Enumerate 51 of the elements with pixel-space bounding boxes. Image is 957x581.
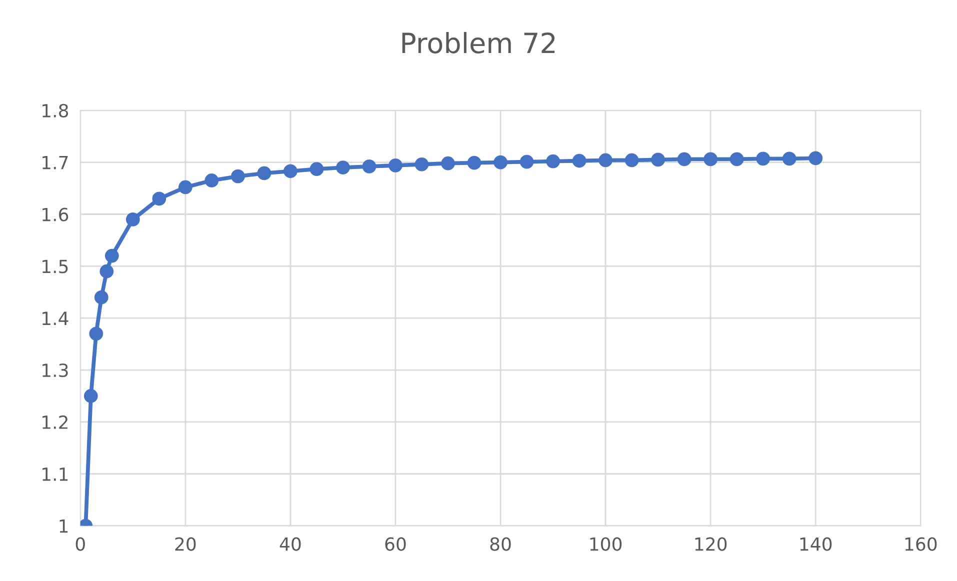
point xyxy=(89,326,104,341)
y-tick-label: 1.1 xyxy=(42,468,68,481)
point xyxy=(204,174,219,188)
x-tick-label: 160 xyxy=(905,537,937,551)
point xyxy=(520,154,534,169)
point xyxy=(704,152,718,166)
point xyxy=(782,152,796,166)
x-tick-label: 60 xyxy=(385,537,406,551)
point xyxy=(441,156,455,170)
point xyxy=(178,180,192,194)
point xyxy=(336,160,350,174)
y-tick-label: 1.6 xyxy=(42,208,68,222)
x-tick-label: 0 xyxy=(76,537,85,551)
x-tick-label: 20 xyxy=(175,537,196,551)
point xyxy=(104,248,119,263)
point xyxy=(362,160,376,174)
point xyxy=(494,155,508,170)
point xyxy=(572,154,586,168)
y-tick-label: 1.3 xyxy=(42,363,68,378)
point xyxy=(598,153,612,168)
point xyxy=(730,152,744,166)
point xyxy=(126,212,140,226)
point xyxy=(84,389,98,403)
y-tick-label: 1.7 xyxy=(42,156,68,170)
point xyxy=(467,156,482,170)
x-tick-label: 80 xyxy=(490,537,511,551)
x-tick-label: 120 xyxy=(695,537,727,551)
y-tick-label: 1.5 xyxy=(42,260,68,274)
y-tick-label: 1.4 xyxy=(42,312,68,325)
point xyxy=(94,290,108,304)
point xyxy=(414,157,429,172)
point xyxy=(310,162,324,176)
point xyxy=(651,152,665,167)
x-tick-label: 100 xyxy=(590,537,622,551)
point xyxy=(388,158,402,172)
chart-title: Problem 72 xyxy=(402,32,555,54)
y-tick-label: 1.8 xyxy=(42,104,68,118)
x-tick-label: 140 xyxy=(800,537,832,551)
point xyxy=(677,152,692,166)
point xyxy=(546,154,560,168)
point xyxy=(284,164,298,178)
point xyxy=(230,169,245,184)
y-tick-label: 1 xyxy=(60,520,68,533)
point xyxy=(100,264,114,278)
point xyxy=(756,152,770,166)
point xyxy=(624,153,639,168)
y-tick-label: 1.2 xyxy=(42,415,68,429)
x-tick-label: 40 xyxy=(280,537,301,551)
point xyxy=(152,192,166,206)
point xyxy=(257,166,272,180)
point xyxy=(808,151,823,166)
